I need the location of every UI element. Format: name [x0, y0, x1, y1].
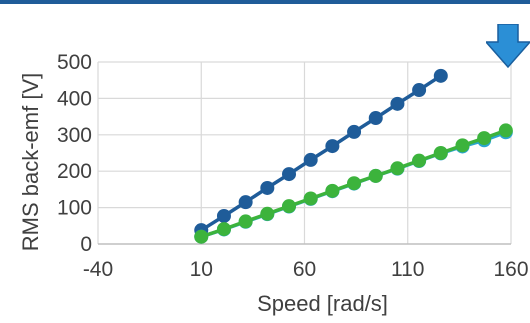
series-3-point	[216, 222, 231, 237]
series-3-point	[368, 168, 383, 183]
series-3-point	[347, 176, 362, 191]
series-3-point	[325, 183, 340, 198]
series-1-point	[390, 96, 405, 111]
series-3-point	[433, 146, 448, 160]
series-3-point	[282, 199, 297, 214]
series-1-point	[412, 83, 427, 98]
y-tick-label: 0	[80, 233, 92, 256]
y-axis-title: RMS back-emf [V]	[18, 73, 43, 251]
series-3-point	[477, 131, 492, 146]
x-axis-title: Speed [rad/s]	[257, 291, 388, 316]
series-3-point	[412, 153, 427, 168]
y-tick-label: 400	[57, 87, 92, 110]
x-tick-label: 60	[293, 258, 316, 281]
series-3-point	[303, 191, 318, 206]
x-tick-label: 10	[190, 258, 213, 281]
y-tick-label: 100	[57, 197, 92, 220]
series-3-point	[238, 214, 253, 229]
y-tick-label: 500	[57, 51, 92, 74]
x-tick-label: -40	[83, 258, 113, 281]
series-3-point	[194, 229, 209, 244]
x-tick-label: 160	[493, 258, 528, 281]
y-tick-label: 200	[57, 160, 92, 183]
series-1-point	[282, 167, 297, 182]
series-1-point	[433, 68, 448, 83]
y-tick-label: 300	[57, 124, 92, 147]
series-3-point	[260, 206, 275, 221]
top-rule	[0, 0, 530, 4]
series-1-point	[238, 195, 253, 210]
x-tick-label: 110	[391, 258, 424, 281]
series-1-point	[325, 139, 340, 154]
series-1-point	[260, 180, 275, 195]
series-3-point	[455, 138, 470, 153]
series-1-point	[368, 111, 383, 126]
down-arrow-icon[interactable]	[486, 24, 530, 68]
series-3-point	[498, 123, 513, 138]
series-1-point	[347, 124, 362, 139]
series-1-point	[303, 152, 318, 167]
series-1-point	[216, 208, 231, 223]
series-3-point	[390, 161, 405, 176]
